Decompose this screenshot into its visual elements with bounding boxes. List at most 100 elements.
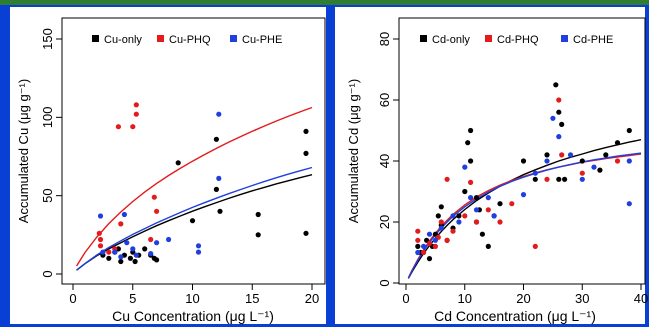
point-cd-only-23 <box>520 158 527 164</box>
legend-swatch-cd-phe <box>561 35 568 42</box>
y-tick-label-cd-20: 20 <box>377 215 392 229</box>
point-cd-phq-14 <box>497 219 503 225</box>
point-cd-phe-13 <box>532 170 538 176</box>
point-cd-phq-7 <box>444 237 450 243</box>
point-cd-phe-11 <box>491 213 497 219</box>
y-axis-label-cd: Accumulated Cd (μg g⁻¹) <box>346 79 361 223</box>
point-cd-phq-13 <box>485 207 491 213</box>
point-cd-phe-1 <box>421 243 427 249</box>
y-tick-label-cd-0: 0 <box>377 279 392 286</box>
y-tick-label-cu-150: 150 <box>40 28 55 50</box>
point-cd-phq-1 <box>415 228 421 234</box>
point-cu-only-17 <box>213 186 219 192</box>
legend-swatch-cu-phe <box>230 35 237 42</box>
point-cd-phq-11 <box>468 179 474 185</box>
point-cd-only-33 <box>603 152 609 158</box>
point-cd-only-35 <box>626 127 632 134</box>
y-tick-label-cd-80: 80 <box>377 32 392 46</box>
y-tick-label-cd-40: 40 <box>377 154 392 168</box>
point-cu-phe-3 <box>118 254 124 260</box>
point-cd-only-16 <box>473 195 480 201</box>
point-cd-phe-12 <box>520 192 527 198</box>
point-cd-only-14 <box>468 127 474 134</box>
plot-area-cu <box>61 17 326 285</box>
point-cu-only-15 <box>189 218 196 224</box>
x-tick-label-cu-15: 15 <box>245 291 259 306</box>
point-cu-only-10 <box>142 246 148 252</box>
axis-ticks-cd: 0 10 20 30 40 0 20 40 60 80 <box>377 32 648 306</box>
point-cu-phq-9 <box>133 111 139 117</box>
point-cu-only-18 <box>217 208 223 214</box>
point-cu-only-3 <box>115 246 121 252</box>
point-cu-phe-4 <box>121 211 127 218</box>
point-cu-phq-1 <box>97 236 104 243</box>
legend-label-cu-phq: Cu-PHQ <box>169 34 211 46</box>
point-cd-phq-10 <box>462 213 468 219</box>
point-cd-only-6 <box>435 213 441 219</box>
point-cd-only-29 <box>556 176 562 182</box>
fit-line-cu-phe <box>76 166 313 271</box>
point-cd-phq-19 <box>559 152 565 158</box>
point-cd-phq-17 <box>544 176 550 182</box>
y-tick-label-cd-60: 60 <box>377 93 392 107</box>
point-cd-only-25 <box>544 152 550 158</box>
x-axis-label-cu: Cu Concentration (μg L⁻¹) <box>112 308 274 324</box>
point-cu-only-16 <box>213 136 219 142</box>
point-cd-phe-19 <box>591 164 597 170</box>
point-cd-phe-18 <box>579 176 585 182</box>
x-tick-label-cu-10: 10 <box>185 291 199 306</box>
plot-area-cd <box>398 17 646 285</box>
point-cd-only-0 <box>415 243 421 249</box>
y-axis-label-cu: Accumulated Cu (μg g⁻¹) <box>16 79 31 223</box>
legend-cd: Cd-only Cd-PHQ Cd-PHE <box>420 34 613 46</box>
point-cd-phq-8 <box>444 176 450 182</box>
point-cd-only-3 <box>426 256 433 262</box>
point-cu-phq-0 <box>96 230 102 236</box>
point-cu-phq-8 <box>133 102 139 108</box>
point-cd-phq-9 <box>450 228 456 234</box>
point-cd-phq-12 <box>473 219 480 225</box>
point-cu-phq-10 <box>148 236 154 243</box>
point-cd-phe-15 <box>550 115 556 121</box>
chart-panel-cu: 0 5 10 15 20 0 50 100 150 Cu-only Cu-PHQ Cu-PHE Ac… <box>16 17 326 324</box>
point-cu-phq-7 <box>130 124 136 130</box>
point-cd-phe-3 <box>432 237 438 243</box>
point-cd-only-19 <box>479 231 485 237</box>
x-tick-label-cd-0: 0 <box>402 291 409 306</box>
fit-line-cu-phq <box>76 106 313 267</box>
point-cu-phq-6 <box>118 221 124 227</box>
point-cu-phe-14 <box>216 175 222 181</box>
point-cd-only-32 <box>597 167 603 173</box>
x-tick-label-cu-5: 5 <box>129 291 136 306</box>
point-cu-only-8 <box>132 258 138 265</box>
point-cu-phq-11 <box>151 194 157 200</box>
point-cu-only-23 <box>303 230 309 236</box>
legend-swatch-cd-only <box>420 35 427 42</box>
legend-swatch-cd-phq <box>485 35 492 42</box>
point-cd-phe-0 <box>415 249 421 256</box>
point-cd-only-34 <box>614 140 621 146</box>
panel-left-background <box>10 7 326 324</box>
legend-label-cd-only: Cd-only <box>432 34 470 46</box>
legend-label-cd-phq: Cd-PHQ <box>497 34 539 46</box>
point-cd-phe-9 <box>473 207 480 213</box>
legend-swatch-cu-phq <box>157 35 164 42</box>
x-tick-label-cd-20: 20 <box>516 291 530 306</box>
point-cu-only-4 <box>118 258 124 265</box>
point-cd-phe-16 <box>556 134 562 140</box>
point-cd-phq-16 <box>532 243 538 249</box>
point-cu-phe-9 <box>154 240 160 246</box>
axis-ticks-cu: 0 5 10 15 20 0 50 100 150 <box>40 28 319 306</box>
point-cd-phe-8 <box>468 195 474 201</box>
point-cd-phq-20 <box>579 170 585 176</box>
point-cd-only-11 <box>456 213 462 219</box>
point-cd-only-22 <box>497 201 503 207</box>
point-cd-only-31 <box>579 158 585 164</box>
point-cd-only-13 <box>465 140 471 146</box>
point-cd-phq-6 <box>438 219 444 225</box>
point-cu-phe-7 <box>133 252 139 258</box>
legend-swatch-cu-only <box>92 35 99 42</box>
x-tick-label-cd-30: 30 <box>575 291 589 306</box>
point-cu-phe-10 <box>166 236 172 243</box>
